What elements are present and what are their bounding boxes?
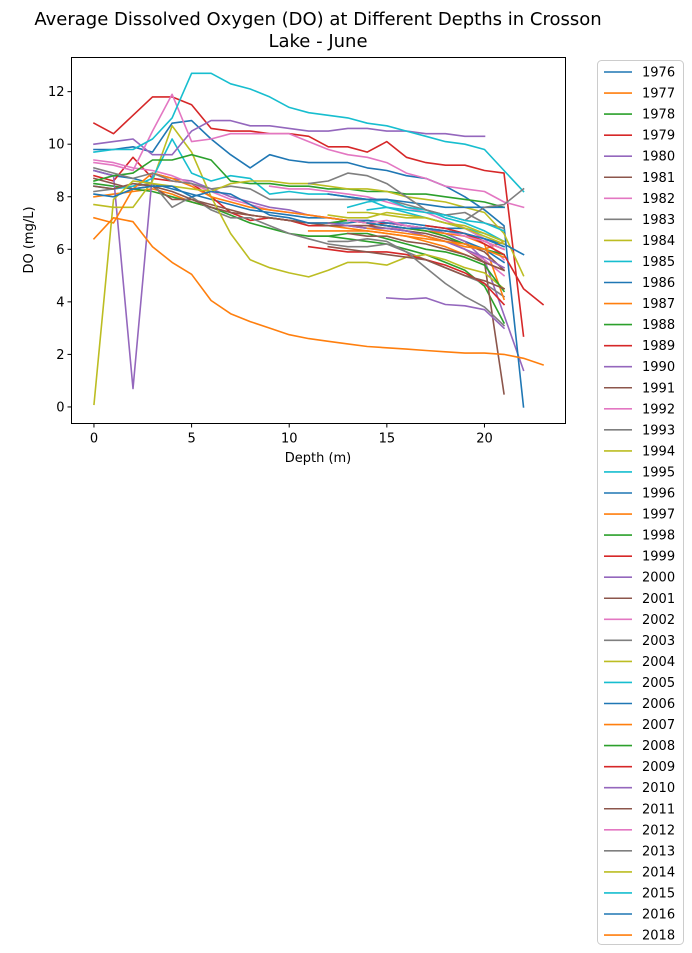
legend-label-2000: 2000 xyxy=(642,571,675,586)
series-line-2016 xyxy=(366,222,506,248)
series-line-1978 xyxy=(93,182,506,324)
series-line-1989 xyxy=(92,96,525,337)
legend-label-2008: 2008 xyxy=(642,739,675,754)
legend-label-1977: 1977 xyxy=(642,87,675,102)
legend-label-1985: 1985 xyxy=(642,255,675,270)
series-line-1991 xyxy=(93,182,506,272)
legend-label-1995: 1995 xyxy=(642,465,675,480)
series-line-1981 xyxy=(93,177,505,395)
series-line-2014 xyxy=(346,211,506,243)
legend-label-1994: 1994 xyxy=(642,444,675,459)
legend-label-1983: 1983 xyxy=(642,213,675,228)
series-line-2007 xyxy=(92,217,545,366)
legend-label-1989: 1989 xyxy=(642,339,675,354)
legend: 1976 1977 1978 1979 1980 1981 1982 1983 1984 1985… xyxy=(597,60,684,945)
legend-label-2012: 2012 xyxy=(642,823,675,838)
x-tick-label: 5 xyxy=(187,432,195,447)
series-line-1980 xyxy=(93,169,525,390)
series-line-2000 xyxy=(385,297,506,330)
legend-label-1981: 1981 xyxy=(642,171,675,186)
series-line-1995 xyxy=(93,72,525,193)
series-line-2015 xyxy=(366,206,506,232)
series-line-1988 xyxy=(93,153,505,209)
series-line-1999 xyxy=(307,245,506,306)
legend-label-1980: 1980 xyxy=(642,150,675,165)
series-line-2001 xyxy=(327,245,506,290)
y-tick-label: 6 xyxy=(56,243,64,258)
series-line-1997 xyxy=(307,230,506,251)
legend-label-2005: 2005 xyxy=(642,676,675,691)
series-line-2003 xyxy=(327,238,506,327)
legend-label-1987: 1987 xyxy=(642,297,675,312)
y-tick-label: 10 xyxy=(48,138,65,153)
legend-label-2016: 2016 xyxy=(642,908,675,923)
series-line-2011 xyxy=(346,232,506,272)
plot-lines xyxy=(92,72,545,408)
series-line-1990 xyxy=(93,119,486,156)
legend-label-2009: 2009 xyxy=(642,760,675,775)
legend-label-1997: 1997 xyxy=(642,508,675,523)
y-tick-label: 4 xyxy=(56,295,64,310)
legend-label-2014: 2014 xyxy=(642,865,675,880)
legend-label-2002: 2002 xyxy=(642,613,675,628)
legend-label-2013: 2013 xyxy=(642,844,675,859)
series-line-1998 xyxy=(307,232,506,293)
x-tick-label: 0 xyxy=(90,432,98,447)
legend-label-1993: 1993 xyxy=(642,423,675,438)
series-line-2010 xyxy=(327,222,506,269)
legend-label-1996: 1996 xyxy=(642,487,675,502)
series-line-1984 xyxy=(93,125,506,290)
y-tick-label: 2 xyxy=(56,348,64,363)
legend-label-2003: 2003 xyxy=(642,634,675,649)
legend-label-2010: 2010 xyxy=(642,781,675,796)
legend-label-2006: 2006 xyxy=(642,697,675,712)
series-line-2013 xyxy=(307,172,525,222)
y-tick-label: 0 xyxy=(56,400,64,415)
x-tick-label: 15 xyxy=(379,432,396,447)
legend-label-2018: 2018 xyxy=(642,929,675,944)
legend-frame xyxy=(597,60,684,945)
series-line-2018 xyxy=(366,227,506,259)
legend-label-1982: 1982 xyxy=(642,192,675,207)
legend-label-1991: 1991 xyxy=(642,381,675,396)
chart-title-line-2: Lake - June xyxy=(268,31,367,52)
legend-label-1984: 1984 xyxy=(642,234,675,249)
legend-label-1999: 1999 xyxy=(642,550,675,565)
legend-label-1979: 1979 xyxy=(642,129,675,144)
legend-label-1998: 1998 xyxy=(642,529,675,544)
legend-label-1988: 1988 xyxy=(642,318,675,333)
legend-label-1978: 1978 xyxy=(642,108,675,123)
legend-label-2001: 2001 xyxy=(642,592,675,607)
legend-label-2015: 2015 xyxy=(642,886,675,901)
plot-frame xyxy=(71,57,566,424)
y-tick-label: 12 xyxy=(48,85,65,100)
legend-label-1990: 1990 xyxy=(642,360,675,375)
x-tick-label: 20 xyxy=(476,432,493,447)
series-line-1987 xyxy=(93,172,506,301)
legend-label-1976: 1976 xyxy=(642,66,675,81)
x-tick-label: 10 xyxy=(281,432,298,447)
series-line-1996 xyxy=(93,185,525,256)
y-axis-label: DO (mg/L) xyxy=(22,206,37,273)
legend-label-2011: 2011 xyxy=(642,802,675,817)
legend-label-1992: 1992 xyxy=(642,402,675,417)
series-line-1986 xyxy=(93,119,525,408)
chart-title-line-1: Average Dissolved Oxygen (DO) at Differe… xyxy=(34,9,601,30)
series-line-2009 xyxy=(425,224,545,306)
series-line-1992 xyxy=(93,93,525,209)
legend-label-1986: 1986 xyxy=(642,276,675,291)
series-line-2004 xyxy=(327,211,506,246)
y-tick-label: 8 xyxy=(56,190,64,205)
legend-label-2004: 2004 xyxy=(642,655,675,670)
x-axis-label: Depth (m) xyxy=(285,451,352,466)
legend-label-2007: 2007 xyxy=(642,718,675,733)
y-axis: 0 2 4 6 8 10 12 xyxy=(48,85,72,415)
x-axis: 0 5 10 15 20 xyxy=(90,423,493,447)
